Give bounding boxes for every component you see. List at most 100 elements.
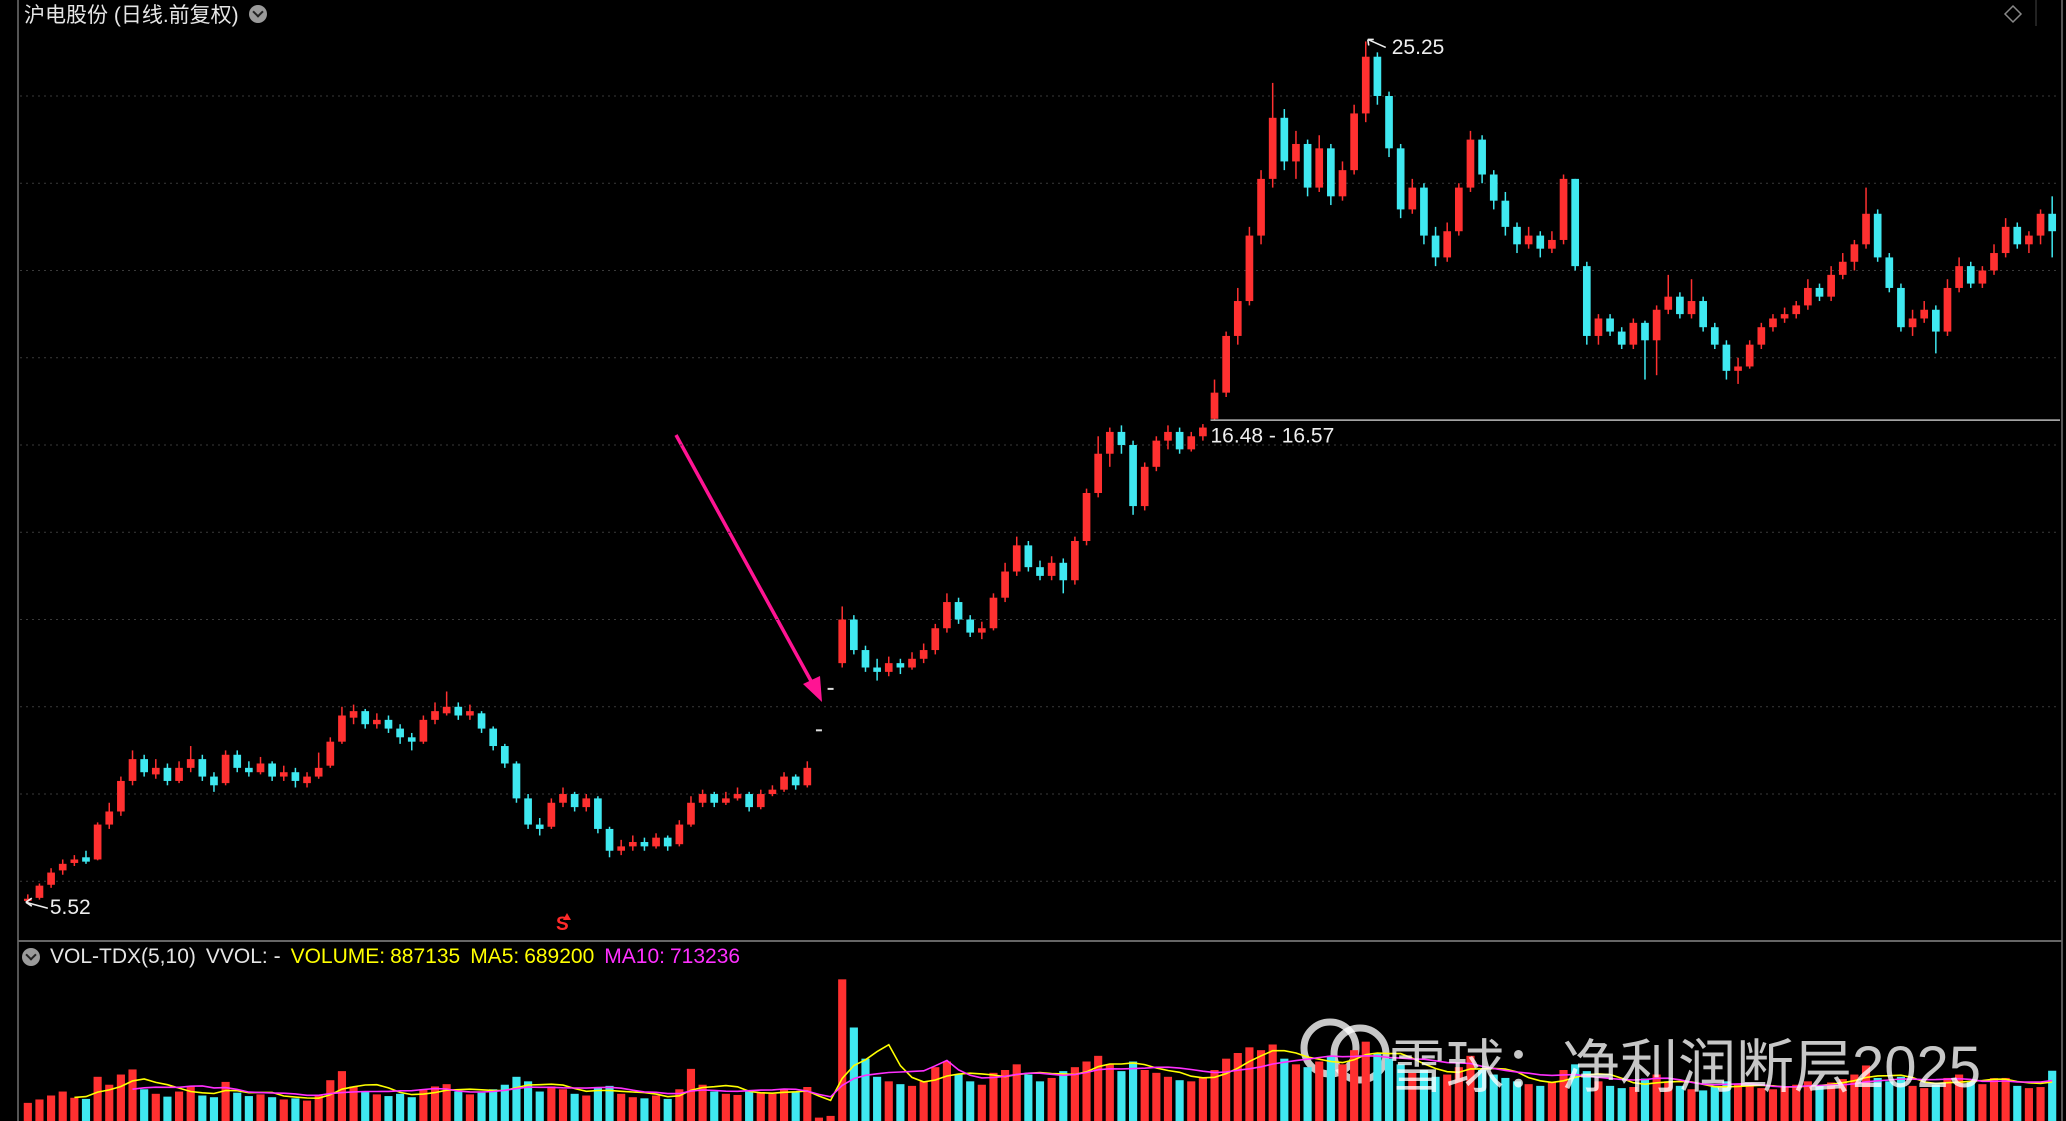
pointer-arrow bbox=[674, 434, 822, 702]
candle-body bbox=[314, 767, 323, 777]
volume-bar bbox=[849, 1027, 858, 1121]
candle-body bbox=[1431, 235, 1440, 258]
candle-body bbox=[454, 706, 463, 716]
candle-body bbox=[1780, 314, 1789, 319]
volume-bar bbox=[186, 1086, 195, 1121]
volume-bar bbox=[1338, 1064, 1347, 1121]
candle-body bbox=[1385, 95, 1393, 149]
volume-bar bbox=[675, 1089, 684, 1121]
title-bar: 沪电股份 (日线.前复权) bbox=[24, 0, 267, 28]
candle-body bbox=[1164, 431, 1172, 441]
volume-bar bbox=[1245, 1047, 1254, 1121]
volume-bar bbox=[2036, 1087, 2045, 1121]
volume-bar bbox=[826, 1115, 835, 1121]
volume-header: VOL-TDX(5,10) VVOL: - VOLUME: 887135 MA5… bbox=[22, 943, 740, 971]
volume-bar bbox=[1501, 1077, 1510, 1121]
candle-body bbox=[23, 898, 32, 901]
candle-body bbox=[896, 663, 905, 668]
volume-bar bbox=[1094, 1055, 1103, 1121]
signal-label: S bbox=[556, 914, 569, 935]
volume-bar bbox=[1024, 1074, 1033, 1121]
candle-body bbox=[1396, 148, 1405, 210]
candle-body bbox=[1082, 492, 1091, 541]
volume-bar bbox=[1966, 1081, 1975, 1121]
volume-bar bbox=[1815, 1085, 1824, 1121]
candle-body bbox=[1140, 466, 1149, 507]
volume-bar bbox=[1524, 1084, 1533, 1121]
candle-body bbox=[1897, 287, 1905, 328]
candle-body bbox=[1257, 178, 1265, 236]
candle-body bbox=[1361, 56, 1370, 114]
legend-value: 713236 bbox=[669, 945, 741, 968]
volume-bar bbox=[768, 1093, 777, 1121]
toolbar-icon[interactable] bbox=[2003, 4, 2023, 24]
candle-body bbox=[431, 711, 439, 720]
volume-bar bbox=[1908, 1085, 1917, 1121]
volume-bar bbox=[1792, 1084, 1801, 1121]
volume-bar bbox=[442, 1084, 451, 1121]
gap-label: 16.48 - 16.57 bbox=[1211, 425, 1335, 448]
volume-bar bbox=[698, 1084, 707, 1121]
candle-body bbox=[279, 772, 288, 777]
chart-title: 沪电股份 (日线.前复权) bbox=[24, 4, 239, 27]
volume-bar bbox=[1710, 1087, 1719, 1121]
candle-body bbox=[1175, 431, 1184, 450]
volume-bar bbox=[1885, 1081, 1894, 1121]
candle-body bbox=[2013, 226, 2022, 245]
volume-bar bbox=[233, 1092, 242, 1121]
volume-bar bbox=[745, 1091, 754, 1121]
candle-body bbox=[908, 658, 916, 668]
candle-body bbox=[838, 619, 847, 664]
volume-bar bbox=[279, 1099, 288, 1121]
volume-bar bbox=[582, 1095, 591, 1121]
volume-bar bbox=[873, 1076, 882, 1121]
legend-value: 689200 bbox=[524, 945, 595, 968]
candle-body bbox=[396, 728, 404, 738]
volume-bar bbox=[489, 1089, 498, 1121]
candle-body bbox=[535, 824, 544, 829]
watermark: 雪球：净利润断层2025 bbox=[1388, 1035, 1982, 1100]
candle-body bbox=[477, 713, 486, 729]
volume-bar bbox=[1070, 1067, 1079, 1121]
volume-bar bbox=[954, 1074, 963, 1121]
candle-body bbox=[291, 772, 300, 781]
candle-body bbox=[1199, 427, 1207, 437]
volume-bar bbox=[814, 1117, 824, 1121]
volume-bar bbox=[1861, 1065, 1871, 1121]
candle-body bbox=[407, 737, 416, 742]
volume-bar bbox=[1571, 1064, 1580, 1121]
volume-bar bbox=[710, 1091, 719, 1121]
legend-label: MA10: bbox=[604, 945, 665, 968]
volume-bar bbox=[314, 1095, 323, 1121]
volume-bar bbox=[791, 1092, 800, 1121]
candle-body bbox=[1327, 148, 1335, 197]
volume-bar bbox=[1733, 1084, 1743, 1121]
candle-body bbox=[594, 798, 602, 829]
candle-body bbox=[1501, 200, 1510, 227]
candle-body bbox=[1990, 253, 1998, 271]
volume-bar bbox=[1699, 1090, 1708, 1121]
volume-bar bbox=[1163, 1076, 1173, 1121]
volume-bar bbox=[1431, 1076, 1440, 1121]
dropdown-button[interactable] bbox=[22, 948, 40, 966]
volume-bar bbox=[861, 1058, 870, 1121]
candle-body bbox=[1757, 327, 1766, 345]
candle-body bbox=[1769, 318, 1777, 328]
volume-bar bbox=[1803, 1081, 1812, 1121]
candle-body bbox=[2025, 235, 2033, 245]
ma-line bbox=[74, 1043, 2053, 1102]
candle-body bbox=[512, 763, 521, 799]
volume-bar bbox=[1617, 1088, 1626, 1121]
candle-body bbox=[559, 794, 567, 803]
candle-body bbox=[1280, 117, 1289, 162]
volume-bar bbox=[1408, 1072, 1417, 1121]
volume-bar bbox=[1419, 1070, 1429, 1121]
volume-bar bbox=[1001, 1070, 1010, 1121]
volume-bar bbox=[35, 1099, 44, 1121]
dropdown-button[interactable] bbox=[248, 5, 267, 23]
volume-bar bbox=[1757, 1088, 1766, 1121]
candle-body bbox=[745, 794, 753, 808]
ma-line bbox=[132, 1054, 2053, 1098]
candle-body bbox=[931, 628, 940, 651]
volume-bar bbox=[70, 1097, 79, 1121]
